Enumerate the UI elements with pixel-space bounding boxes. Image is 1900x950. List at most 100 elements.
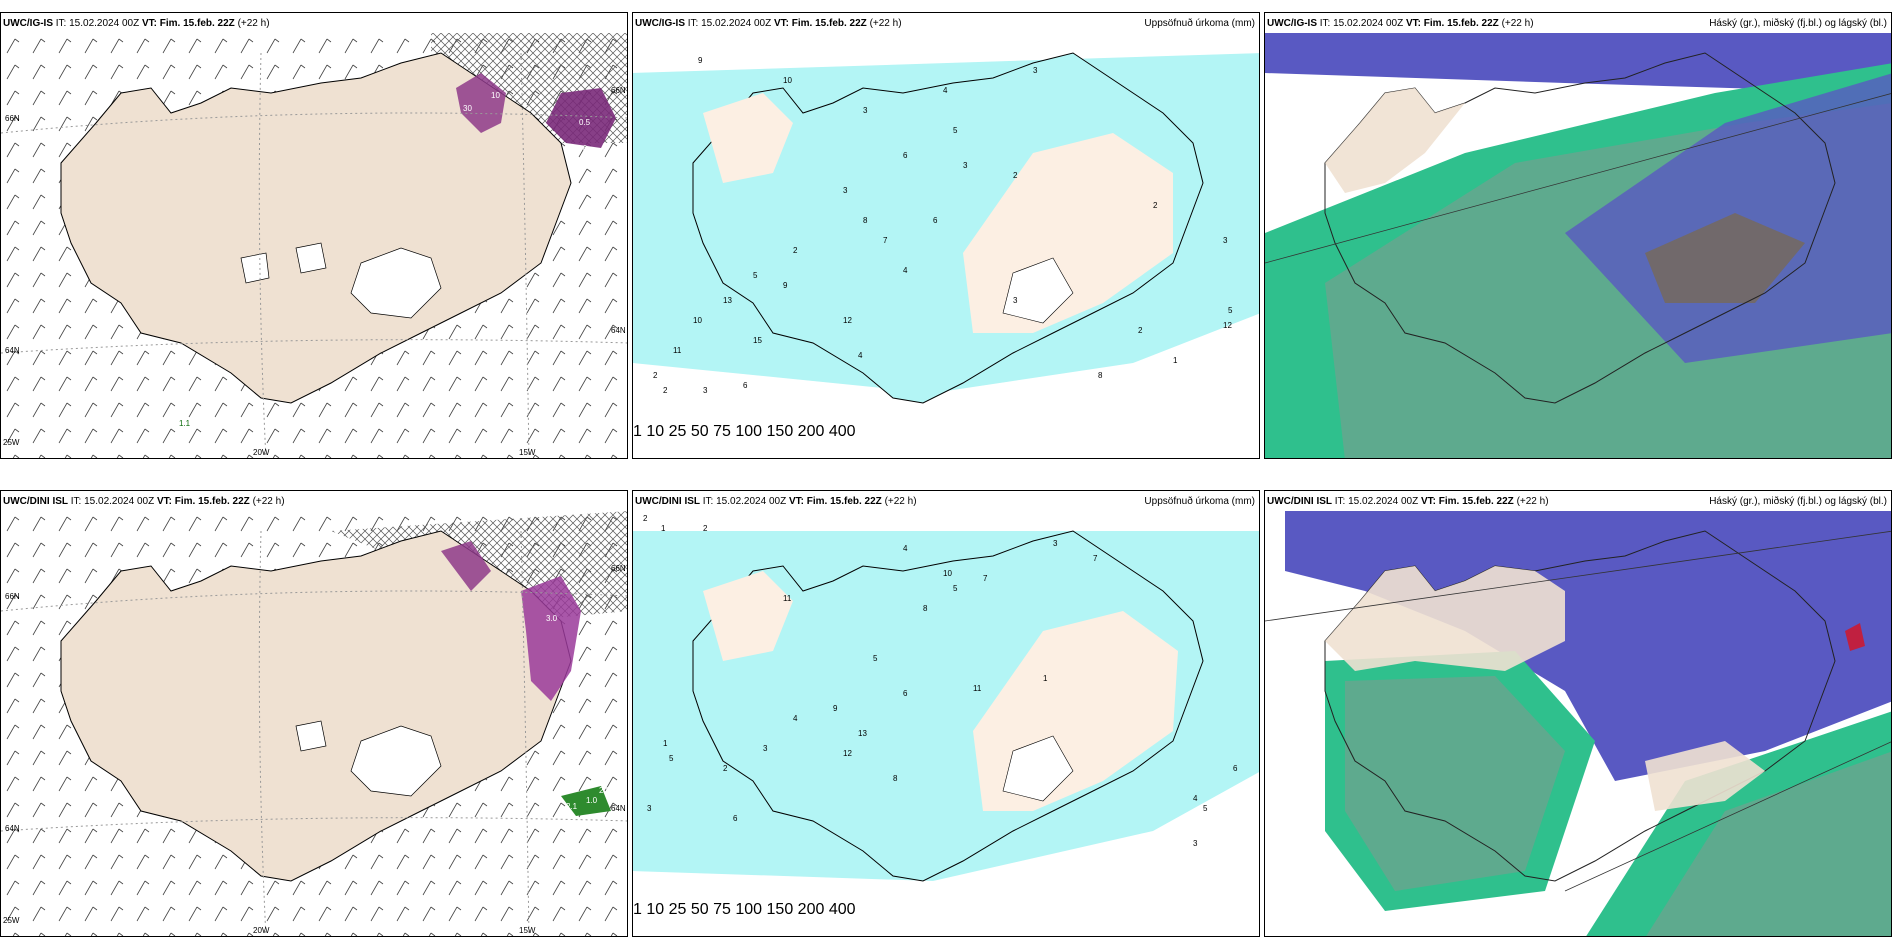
panel-title: Háský (gr.), miðský (fj.bl.) og lágský (… <box>1709 18 1887 29</box>
value-label: 1.1 <box>179 419 191 428</box>
svg-text:1: 1 <box>1043 674 1048 683</box>
svg-text:4: 4 <box>793 714 798 723</box>
wind-map: 66N 64N 25W 20W 15W 66N 64N 1.1 30 10 0.… <box>1 33 627 458</box>
legend-label: 75 <box>713 423 731 440</box>
legend-label: 50 <box>690 901 709 918</box>
svg-text:12: 12 <box>843 749 852 758</box>
value-label: 1.0 <box>586 796 598 805</box>
svg-text:2: 2 <box>723 764 728 773</box>
precip-values: 9 10 3 4 3 5 6 3 2 3 8 2 5 7 4 6 9 13 10… <box>653 56 1233 395</box>
value-label: 30 <box>463 104 472 113</box>
iceland-land <box>692 52 1204 404</box>
value-label: 3.0 <box>546 614 558 623</box>
svg-text:3: 3 <box>703 386 708 395</box>
svg-text:15: 15 <box>753 336 762 345</box>
legend-label: 100 <box>735 901 763 918</box>
panel-header: UWC/IG-IS IT: 15.02.2024 00Z VT: Fim. 15… <box>1267 18 1534 29</box>
svg-text:12: 12 <box>843 316 852 325</box>
svg-text:2: 2 <box>1138 326 1143 335</box>
svg-text:8: 8 <box>1098 371 1103 380</box>
svg-text:1: 1 <box>663 739 668 748</box>
lon-label-25w: 25W <box>3 916 20 925</box>
svg-text:5: 5 <box>753 271 758 280</box>
value-label: 2.8 <box>599 786 611 795</box>
svg-text:4: 4 <box>903 266 908 275</box>
svg-text:11: 11 <box>783 594 792 603</box>
svg-text:5: 5 <box>873 654 878 663</box>
iceland-land <box>60 52 572 404</box>
panel-cloud-top: UWC/IG-IS IT: 15.02.2024 00Z VT: Fim. 15… <box>1264 12 1892 459</box>
svg-text:12: 12 <box>1223 321 1232 330</box>
value-label: 0.5 <box>579 118 591 127</box>
svg-text:1: 1 <box>1173 356 1178 365</box>
svg-text:10: 10 <box>943 569 952 578</box>
svg-text:6: 6 <box>733 814 738 823</box>
panel-wind-bottom: UWC/DINI ISL IT: 15.02.2024 00Z VT: Fim.… <box>0 490 628 937</box>
legend-label: 10 <box>646 423 665 440</box>
svg-text:13: 13 <box>723 296 732 305</box>
legend-label: 1 <box>633 901 642 918</box>
panel-cloud-bottom: UWC/DINI ISL IT: 15.02.2024 00Z VT: Fim.… <box>1264 490 1892 937</box>
svg-text:7: 7 <box>883 236 888 245</box>
lat-label-66n: 66N <box>5 592 20 601</box>
cloud-map <box>1265 511 1891 936</box>
svg-text:3: 3 <box>1193 839 1198 848</box>
svg-text:9: 9 <box>833 704 838 713</box>
svg-text:3: 3 <box>763 744 768 753</box>
value-label: 2.1 <box>566 802 578 811</box>
panel-header: UWC/IG-IS IT: 15.02.2024 00Z VT: Fim. 15… <box>3 18 270 29</box>
wind-map: 66N 64N 25W 20W 15W 66N 64N 2.1 1.0 2.8 … <box>1 511 627 936</box>
iceland-land <box>692 530 1204 882</box>
legend-label: 400 <box>828 423 856 440</box>
svg-text:5: 5 <box>1228 306 1233 315</box>
svg-text:2: 2 <box>663 386 668 395</box>
precip-map: 2 1 2 4 3 5 10 7 8 11 13 6 9 5 4 3 2 1 1… <box>633 511 1259 936</box>
panel-precip-top: UWC/IG-IS IT: 15.02.2024 00Z VT: Fim. 15… <box>632 12 1260 459</box>
legend-label: 400 <box>828 901 856 918</box>
lon-label-15w: 15W <box>519 926 536 935</box>
lat-label-64n: 64N <box>5 824 20 833</box>
legend-label: 200 <box>797 901 825 918</box>
legend-label: 100 <box>735 423 763 440</box>
legend-label: 75 <box>713 901 731 918</box>
lon-label-20w: 20W <box>253 448 270 457</box>
svg-text:2: 2 <box>653 371 658 380</box>
svg-text:1: 1 <box>661 524 666 533</box>
precip-legend: 1 10 25 50 75 100 150 200 400 <box>633 901 1259 936</box>
right-lat-64n: 64N <box>611 326 626 335</box>
legend-label: 25 <box>668 901 687 918</box>
svg-text:9: 9 <box>698 56 703 65</box>
svg-text:3: 3 <box>647 804 652 813</box>
svg-text:4: 4 <box>1193 794 1198 803</box>
svg-text:2: 2 <box>793 246 798 255</box>
svg-text:10: 10 <box>783 76 792 85</box>
svg-text:3: 3 <box>1053 539 1058 548</box>
panel-header: UWC/IG-IS IT: 15.02.2024 00Z VT: Fim. 15… <box>635 18 902 29</box>
panel-wind-top: UWC/IG-IS IT: 15.02.2024 00Z VT: Fim. 15… <box>0 12 628 459</box>
legend-label: 10 <box>646 901 665 918</box>
svg-text:6: 6 <box>903 689 908 698</box>
svg-text:2: 2 <box>1153 201 1158 210</box>
panel-precip-bottom: UWC/DINI ISL IT: 15.02.2024 00Z VT: Fim.… <box>632 490 1260 937</box>
legend-label: 50 <box>690 423 709 440</box>
panel-header: UWC/DINI ISL IT: 15.02.2024 00Z VT: Fim.… <box>3 496 285 507</box>
panel-title: Háský (gr.), miðský (fj.bl.) og lágský (… <box>1709 496 1887 507</box>
svg-text:5: 5 <box>669 754 674 763</box>
svg-text:11: 11 <box>973 684 982 693</box>
svg-text:3: 3 <box>963 161 968 170</box>
svg-text:8: 8 <box>893 774 898 783</box>
svg-text:6: 6 <box>1233 764 1238 773</box>
panel-title: Uppsöfnuð úrkoma (mm) <box>1144 496 1255 507</box>
svg-text:4: 4 <box>858 351 863 360</box>
value-label: 1.6 <box>576 144 588 153</box>
legend-label: 150 <box>766 901 794 918</box>
svg-text:4: 4 <box>943 86 948 95</box>
svg-text:13: 13 <box>858 729 867 738</box>
svg-text:9: 9 <box>783 281 788 290</box>
lon-label-15w: 15W <box>519 448 536 457</box>
precip-legend: 1 10 25 50 75 100 150 200 400 <box>633 423 1259 458</box>
right-lat-66n: 66N <box>611 86 626 95</box>
svg-text:3: 3 <box>1223 236 1228 245</box>
panel-header: UWC/DINI ISL IT: 15.02.2024 00Z VT: Fim.… <box>1267 496 1549 507</box>
svg-text:6: 6 <box>743 381 748 390</box>
